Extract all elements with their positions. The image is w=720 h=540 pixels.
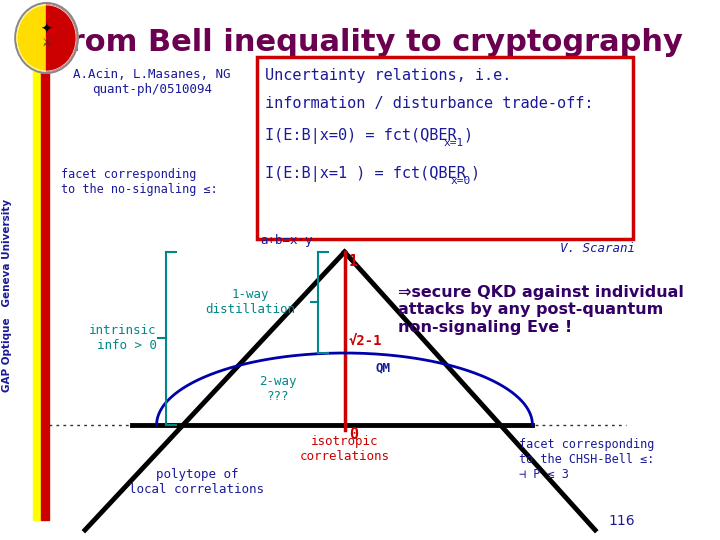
Text: x=0: x=0 [451, 176, 472, 186]
Text: polytope of
local correlations: polytope of local correlations [130, 468, 264, 496]
Wedge shape [17, 5, 47, 71]
Wedge shape [47, 5, 76, 71]
Text: 0: 0 [349, 427, 358, 442]
Text: ): ) [464, 128, 472, 143]
Text: intrinsic
info > 0: intrinsic info > 0 [89, 324, 157, 352]
Text: √2-1: √2-1 [349, 334, 382, 348]
Text: Uncertainty relations, i.e.: Uncertainty relations, i.e. [265, 68, 511, 83]
Text: I(E:B|x=1 ) = fct(QBER: I(E:B|x=1 ) = fct(QBER [265, 166, 466, 182]
Text: QM: QM [376, 361, 391, 374]
Text: 1-way
distillation: 1-way distillation [206, 288, 296, 316]
Text: A.Acin, L.Masanes, NG
quant-ph/0510094: A.Acin, L.Masanes, NG quant-ph/0510094 [73, 68, 231, 96]
Text: 116: 116 [608, 514, 635, 528]
Text: 1: 1 [349, 254, 358, 269]
Text: I(E:B|x=0) = fct(QBER: I(E:B|x=0) = fct(QBER [265, 128, 456, 144]
Text: ): ) [471, 166, 480, 181]
Text: information / disturbance trade-off:: information / disturbance trade-off: [265, 96, 593, 111]
Circle shape [15, 3, 78, 73]
Text: isotropic
correlations: isotropic correlations [300, 435, 390, 463]
Text: 2-way
???: 2-way ??? [258, 375, 296, 403]
Text: facet corresponding
to the no-signaling ≤:: facet corresponding to the no-signaling … [61, 168, 217, 196]
Bar [41, 58, 49, 520]
Text: GAP Optique   Geneva University: GAP Optique Geneva University [2, 198, 12, 392]
Text: ⚔: ⚔ [42, 38, 52, 48]
Bar [33, 58, 41, 520]
Text: ⇒secure QKD against individual
attacks by any post-quantum
non-signaling Eve !: ⇒secure QKD against individual attacks b… [398, 285, 684, 335]
Text: ✦: ✦ [41, 23, 53, 37]
Text: V. Scarani: V. Scarani [560, 242, 635, 255]
FancyBboxPatch shape [257, 57, 633, 239]
Text: From Bell inequality to cryptography: From Bell inequality to cryptography [51, 28, 683, 57]
Text: x=1: x=1 [444, 138, 464, 148]
Text: a+b=x⋅y: a+b=x⋅y [261, 234, 313, 247]
Text: facet corresponding
to the CHSH-Bell ≤:
⊣ P ≤ 3: facet corresponding to the CHSH-Bell ≤: … [519, 438, 654, 481]
